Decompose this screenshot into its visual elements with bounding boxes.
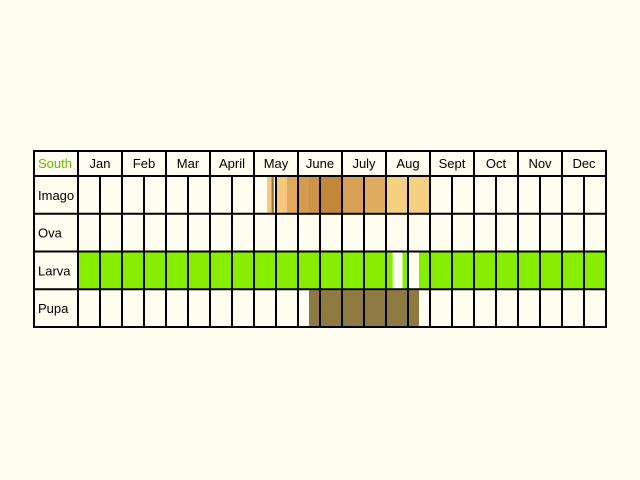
bar-imago-11: [408, 177, 415, 213]
bar-imago-0: [267, 177, 272, 213]
bar-imago-1: [271, 177, 274, 213]
month-label-feb: Feb: [133, 156, 155, 171]
occurrence-bars: [78, 177, 606, 326]
stage-label-imago: Imago: [38, 188, 74, 203]
bar-imago-10: [401, 177, 408, 213]
bar-imago-9: [386, 177, 402, 213]
bar-larva-1: [402, 252, 408, 289]
month-label-oct: Oct: [486, 156, 507, 171]
chart-labels: South Jan Feb Mar April May June July Aug Sept Oct…: [38, 156, 596, 316]
bar-imago-6: [320, 177, 342, 213]
stage-label-ova: Ova: [38, 226, 63, 241]
month-label-april: April: [219, 156, 245, 171]
bar-imago-8: [364, 177, 386, 213]
month-label-dec: Dec: [572, 156, 596, 171]
month-label-jan: Jan: [90, 156, 111, 171]
stage-label-pupa: Pupa: [38, 301, 69, 316]
month-label-aug: Aug: [396, 156, 419, 171]
bar-larva-2: [419, 252, 606, 289]
month-label-july: July: [352, 156, 376, 171]
bar-imago-7: [342, 177, 364, 213]
month-label-sept: Sept: [439, 156, 466, 171]
month-label-june: June: [306, 156, 334, 171]
bar-imago-2: [276, 177, 287, 213]
grid-lines: [33, 150, 607, 328]
month-label-may: May: [264, 156, 289, 171]
region-label: South: [38, 156, 72, 171]
bar-imago-5: [309, 177, 320, 213]
stage-label-larva: Larva: [38, 263, 71, 278]
month-label-mar: Mar: [177, 156, 200, 171]
bar-imago-4: [298, 177, 309, 213]
bar-larva-0: [78, 252, 393, 289]
bar-imago-12: [414, 177, 430, 213]
bar-imago-3: [287, 177, 298, 213]
month-label-nov: Nov: [528, 156, 552, 171]
